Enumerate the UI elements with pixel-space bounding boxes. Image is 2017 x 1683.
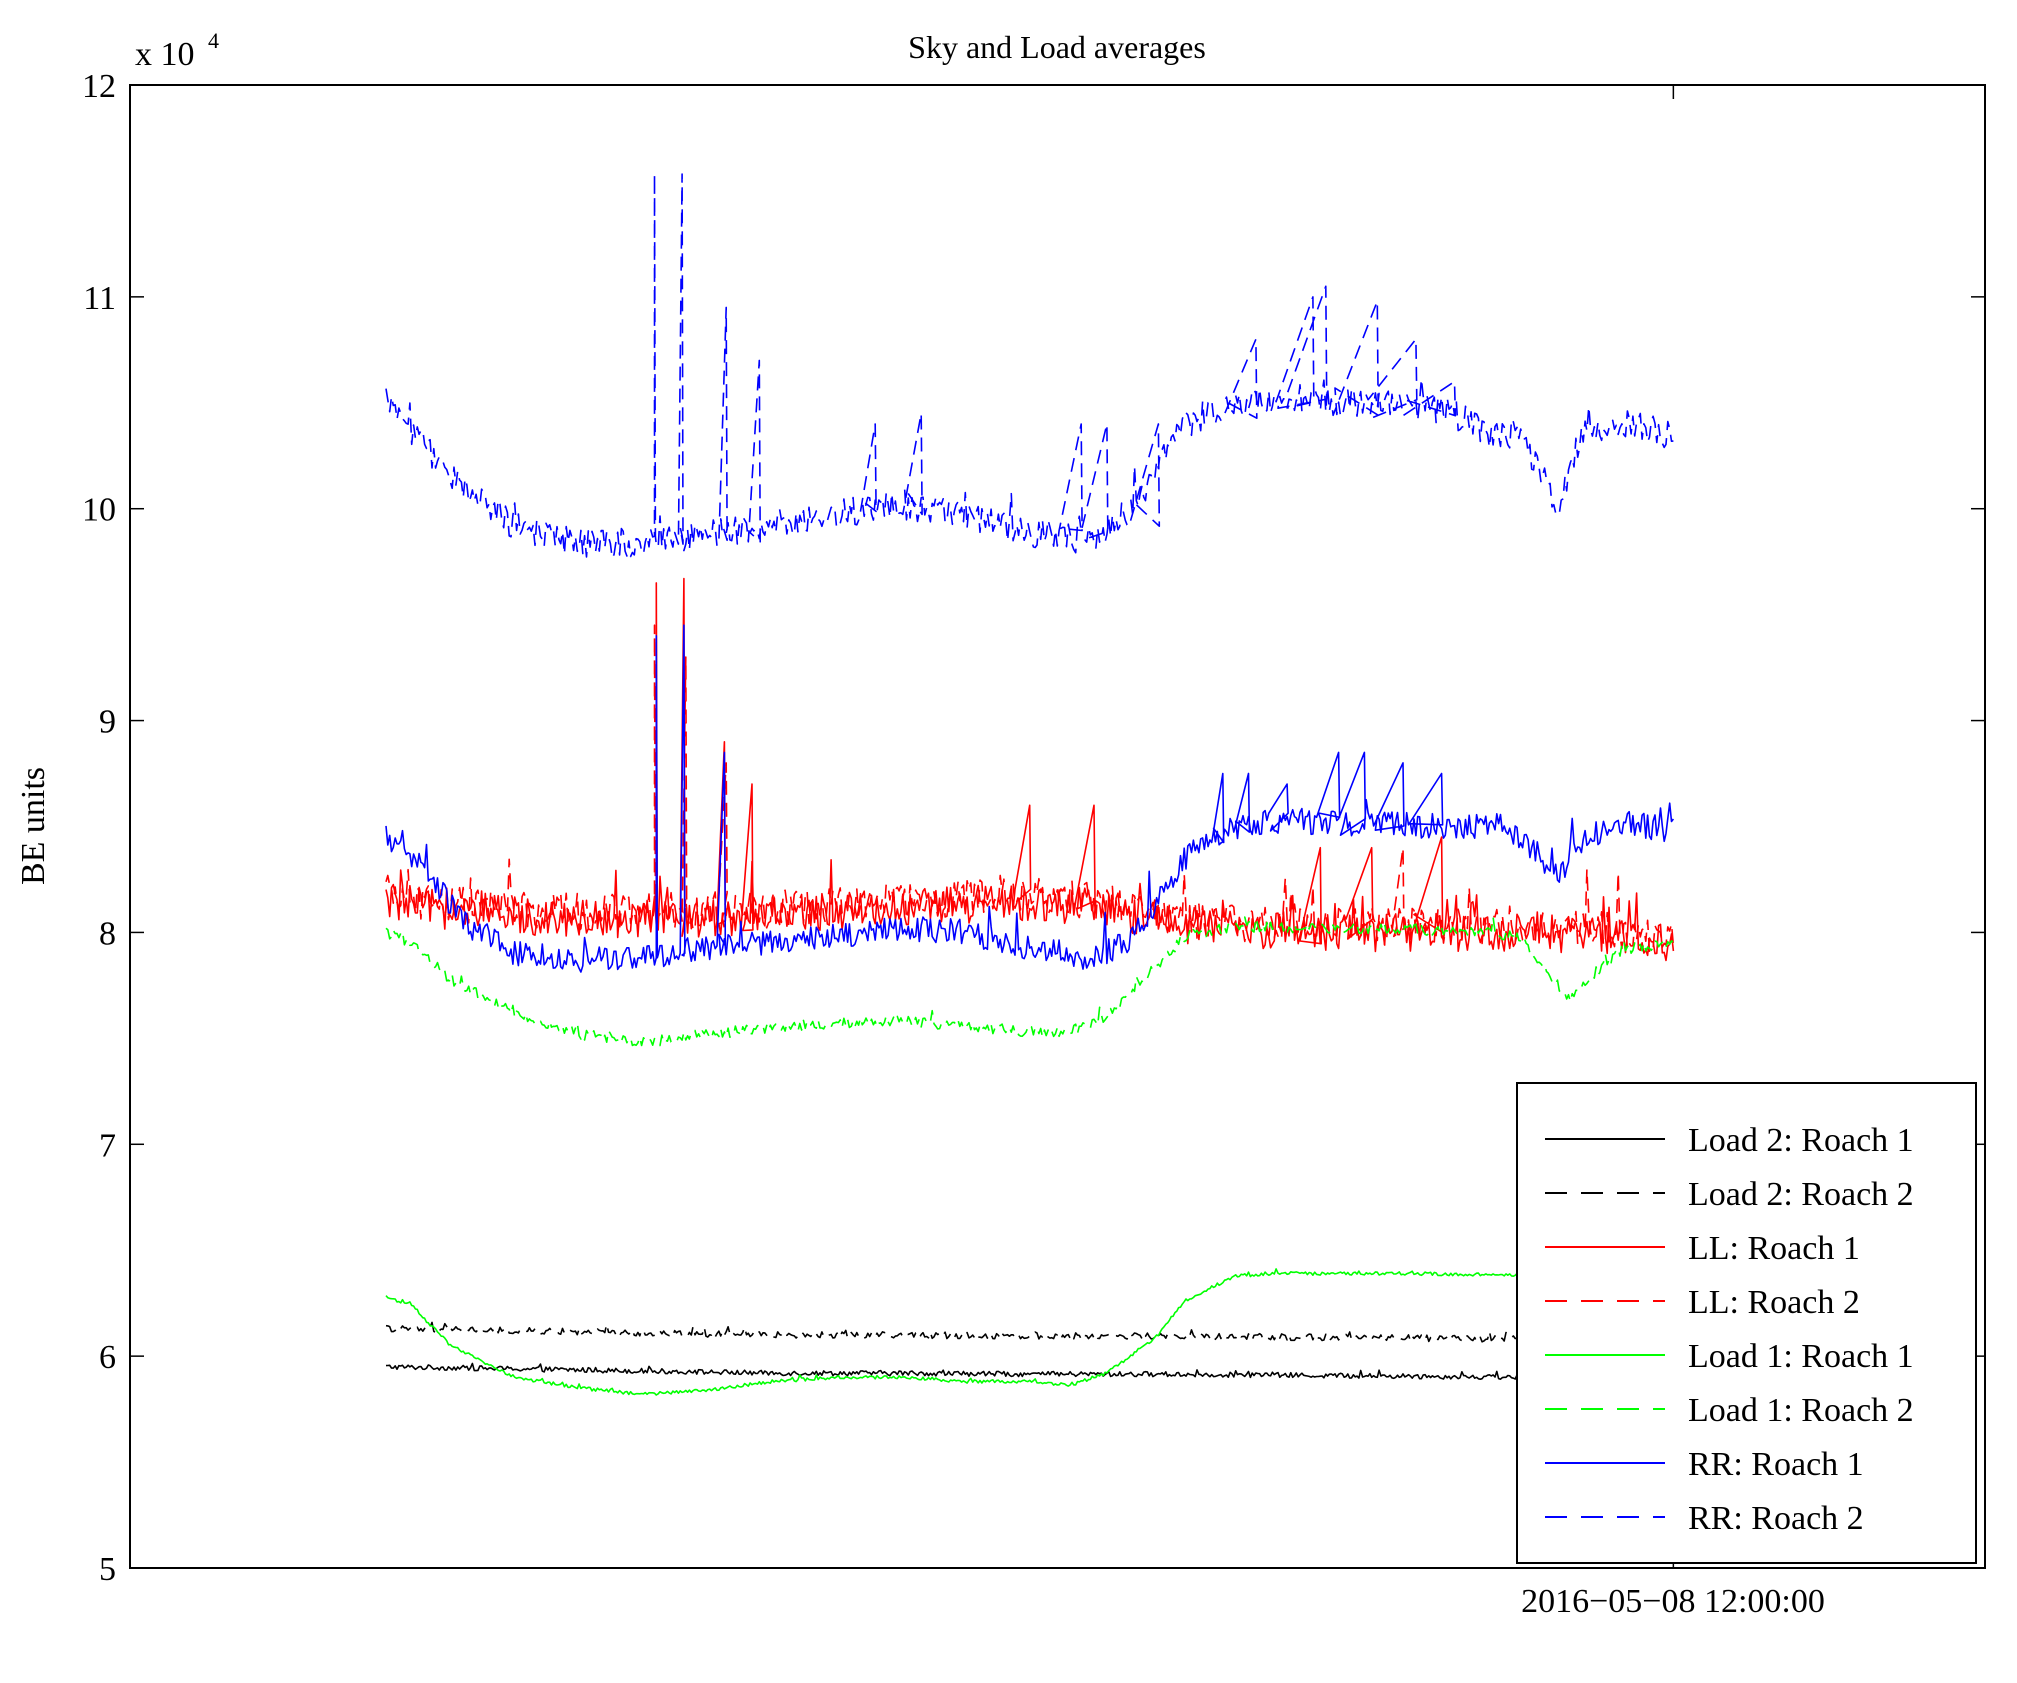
series-line-ll-roach-1 [385, 577, 1675, 962]
legend-label: RR: Roach 1 [1688, 1446, 1864, 1483]
legend-label: Load 2: Roach 2 [1688, 1176, 1914, 1213]
x-tick-label: 2016−05−08 12:00:00 [1521, 1583, 1825, 1620]
y-tick-label: 11 [83, 280, 116, 317]
y-tick-label: 12 [82, 68, 116, 105]
y-tick-label: 10 [82, 492, 116, 529]
chart-title: Sky and Load averages [908, 29, 1206, 65]
y-tick-label: 5 [99, 1551, 116, 1588]
y-multiplier-exponent: 4 [208, 28, 219, 53]
series-line-ll-roach-2 [385, 624, 1675, 954]
ticks-layer: 5 6 7 8 9 10 11 12 [82, 68, 1985, 1588]
series-line-load-2-roach-2 [385, 1321, 1674, 1344]
legend-label: LL: Roach 1 [1688, 1230, 1860, 1267]
y-tick-label: 7 [99, 1127, 116, 1164]
plot-frame [129, 84, 1986, 1569]
series-line-load-1-roach-1 [385, 1268, 1674, 1396]
legend: Load 2: Roach 1 Load 2: Roach 2 LL: Roach … [1516, 1082, 1977, 1564]
legend-label: Load 1: Roach 2 [1688, 1392, 1914, 1429]
legend-box [1516, 1082, 1977, 1564]
series-line-load-1-roach-2 [385, 916, 1674, 1047]
series-layer [385, 173, 1675, 1396]
y-multiplier-label: x 10 [135, 36, 195, 73]
y-tick-label: 8 [99, 915, 116, 952]
legend-label: Load 1: Roach 1 [1688, 1338, 1914, 1375]
y-axis-label: BE units [15, 767, 52, 885]
series-line-rr-roach-1 [385, 624, 1675, 973]
legend-label: Load 2: Roach 1 [1688, 1122, 1914, 1159]
legend-items: Load 2: Roach 1 Load 2: Roach 2 LL: Roach … [1545, 1122, 1914, 1537]
legend-label: LL: Roach 2 [1688, 1284, 1860, 1321]
series-line-rr-roach-2 [385, 173, 1674, 559]
y-tick-label: 9 [99, 704, 116, 741]
y-tick-label: 6 [99, 1339, 116, 1376]
legend-label: RR: Roach 2 [1688, 1500, 1864, 1537]
series-line-load-2-roach-1 [385, 1362, 1675, 1382]
